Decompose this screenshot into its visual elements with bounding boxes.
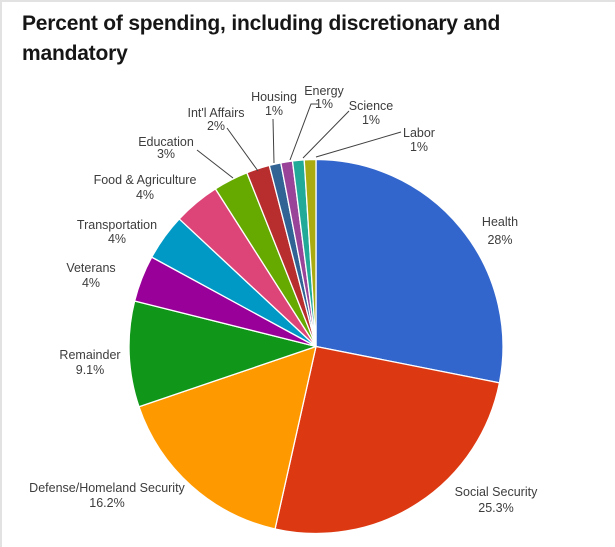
slice-label-labor: Labor 1%	[403, 126, 435, 154]
leader-line-housing	[272, 118, 275, 164]
chart-title: Percent of spending, including discretio…	[22, 12, 501, 65]
leader-line-science	[302, 110, 350, 159]
slice-label-veterans: Veterans 4%	[66, 261, 115, 290]
leader-line-education	[196, 149, 234, 179]
slice-label-remainder: Remainder 9.1%	[59, 348, 120, 377]
slice-label-food-agriculture: Food & Agriculture 4%	[94, 173, 197, 202]
leader-line-int-l-affairs	[226, 127, 259, 172]
pie-slice-health[interactable]	[315, 158, 504, 384]
slice-label-science: Science 1%	[349, 99, 394, 127]
leader-line-labor	[315, 131, 402, 158]
slice-label-energy: Energy 1%	[304, 84, 344, 111]
slice-label-health: Health 28%	[482, 215, 518, 247]
pie-slice-labor[interactable]	[303, 158, 317, 348]
slice-label-housing: Housing 1%	[251, 90, 297, 118]
pie-slice-remainder[interactable]	[128, 300, 317, 408]
slice-label-social-security: Social Security 25.3%	[455, 485, 538, 515]
slice-label-int-l-affairs: Int'l Affairs 2%	[187, 106, 244, 133]
pie-slice-social-security[interactable]	[274, 345, 501, 535]
slice-label-defense-homeland-security: Defense/Homeland Security 16.2%	[29, 481, 185, 510]
leader-line-energy	[289, 103, 318, 161]
slice-label-education: Education 3%	[138, 135, 194, 161]
slice-label-transportation: Transportation 4%	[77, 218, 157, 246]
